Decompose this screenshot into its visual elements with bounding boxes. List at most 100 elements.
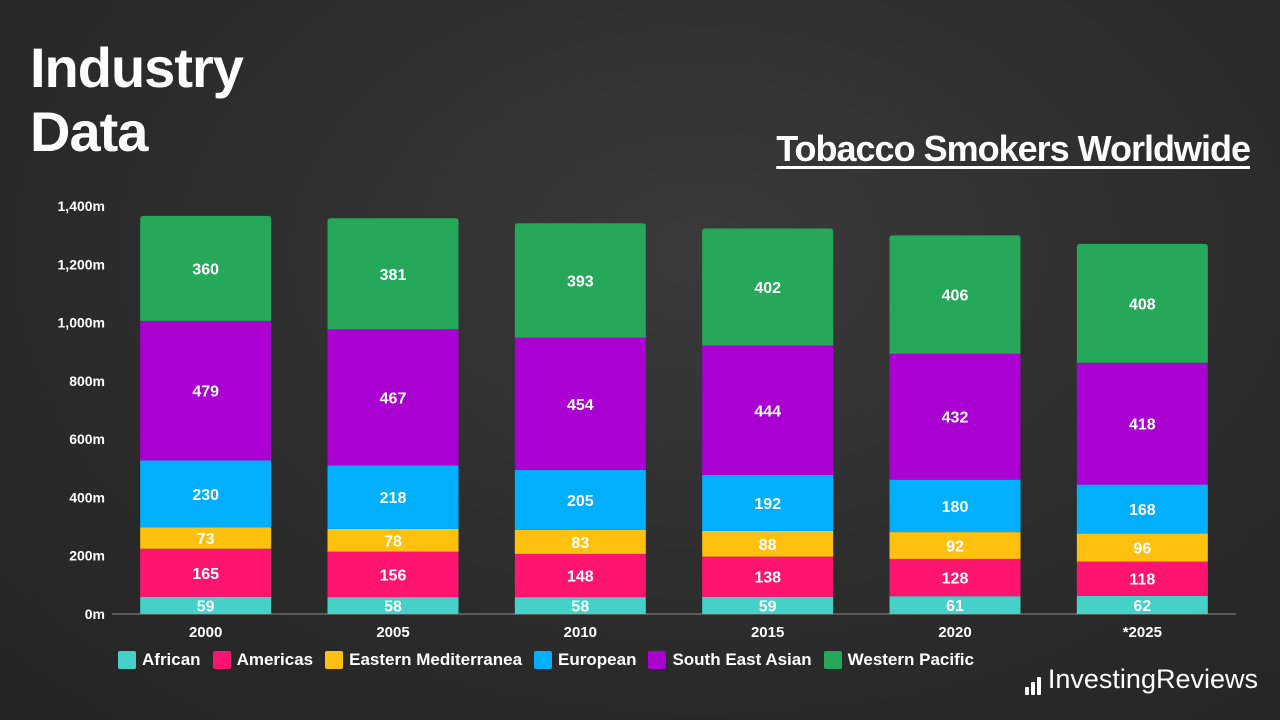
data-label: 148	[567, 569, 594, 586]
data-label: 58	[571, 599, 589, 616]
bar-segment	[514, 470, 646, 530]
bar-segment	[702, 345, 834, 475]
bar-segment	[702, 530, 834, 557]
x-tick-label: 2015	[751, 624, 784, 641]
data-label: 360	[192, 261, 219, 278]
bar-segment	[889, 479, 1021, 533]
bar-segment	[1076, 243, 1208, 363]
heading-line-2: Data	[30, 100, 148, 163]
legend-swatch	[648, 651, 667, 669]
data-label: 58	[384, 599, 402, 616]
bar-segment	[1076, 561, 1208, 596]
x-tick-label: 2010	[564, 624, 597, 641]
y-tick-label: 1,200m	[58, 256, 105, 272]
data-label: 444	[754, 403, 781, 420]
data-label: 73	[197, 531, 215, 548]
bar-segment	[514, 337, 646, 471]
legend-swatch	[534, 651, 553, 669]
legend-item: South East Asian	[648, 650, 812, 670]
data-label: 59	[759, 598, 777, 615]
bar-segment	[327, 528, 459, 552]
bar-segment	[889, 353, 1021, 480]
legend-label: European	[558, 650, 637, 669]
bar-segment	[1076, 533, 1208, 562]
bar-segment	[702, 596, 834, 614]
legend-item: Eastern Mediterranea	[325, 650, 522, 670]
data-label: 393	[567, 273, 594, 290]
x-tick-label: 2005	[376, 624, 409, 641]
bar-segment	[889, 235, 1021, 354]
data-label: 418	[1129, 417, 1156, 434]
y-tick-label: 0m	[85, 606, 105, 622]
chart-legend: African Americas Eastern Mediterranea Europ…	[118, 650, 986, 670]
data-label: 408	[1129, 296, 1156, 313]
data-label: 78	[384, 533, 402, 550]
bar-segment	[702, 474, 834, 531]
bar-segment	[889, 532, 1021, 559]
bar-segment	[889, 558, 1021, 597]
data-label: 118	[1129, 572, 1155, 589]
heading-line-1: Industry	[30, 36, 244, 99]
data-label: 467	[380, 390, 407, 407]
data-label: 402	[754, 280, 781, 297]
data-label: 168	[1129, 502, 1156, 519]
brand-bars-icon	[1024, 675, 1043, 695]
bar-segment	[140, 548, 272, 597]
y-tick-label: 1,000m	[58, 315, 105, 331]
legend-label: Western Pacific	[847, 650, 974, 669]
bar-segment	[140, 460, 272, 528]
y-tick-label: 600m	[69, 431, 105, 447]
legend-label: Eastern Mediterranea	[349, 650, 523, 669]
bar-segment	[702, 556, 834, 597]
data-label: 192	[754, 496, 781, 513]
bar-segment	[514, 553, 646, 598]
data-label: 218	[380, 490, 407, 507]
bar-segment	[327, 218, 459, 330]
data-label: 59	[197, 598, 215, 615]
data-label: 92	[946, 539, 964, 556]
bar-segment	[1076, 362, 1208, 485]
bar-segment	[327, 551, 459, 598]
legend-swatch	[823, 651, 842, 669]
data-label: 88	[759, 537, 777, 554]
brand-logo: Investing Reviews	[1024, 664, 1258, 695]
chart-title: Tobacco Smokers Worldwide	[776, 128, 1251, 169]
y-tick-label: 400m	[69, 489, 105, 505]
x-tick-label: 2020	[938, 624, 971, 641]
legend-item: Americas	[212, 650, 314, 670]
bar-segment	[889, 596, 1021, 614]
legend-label: African	[142, 650, 201, 669]
data-label: 230	[192, 487, 219, 504]
legend-label: Americas	[236, 650, 314, 669]
data-label: 96	[1133, 541, 1151, 558]
bar-segment	[327, 465, 459, 529]
legend-item: European	[534, 650, 636, 670]
data-label: 156	[380, 567, 407, 584]
legend-item: African	[118, 650, 201, 670]
data-label: 454	[567, 397, 594, 414]
brand-name-first: Investing	[1047, 664, 1156, 694]
bar-segment	[514, 223, 646, 338]
bar-segment	[327, 329, 459, 466]
bar-segment	[327, 597, 459, 614]
data-label: 128	[942, 571, 969, 588]
bar-segment	[514, 597, 646, 614]
bar-segment	[140, 596, 272, 614]
bar-segment	[1076, 484, 1208, 534]
bar-segment	[140, 320, 272, 461]
data-label: 406	[942, 288, 969, 305]
x-tick-label: *2025	[1123, 624, 1162, 641]
data-label: 83	[571, 535, 589, 552]
bar-segment	[702, 228, 834, 346]
legend-swatch	[212, 651, 231, 669]
y-tick-label: 800m	[69, 373, 105, 389]
bar-segment	[140, 527, 272, 549]
data-label: 165	[192, 566, 219, 583]
data-label: 138	[754, 570, 781, 587]
legend-label: South East Asian	[672, 650, 812, 669]
data-label: 61	[946, 598, 964, 615]
bar-segment	[140, 215, 272, 321]
y-tick-label: 200m	[69, 548, 105, 564]
y-tick-label: 1,400m	[58, 198, 105, 214]
